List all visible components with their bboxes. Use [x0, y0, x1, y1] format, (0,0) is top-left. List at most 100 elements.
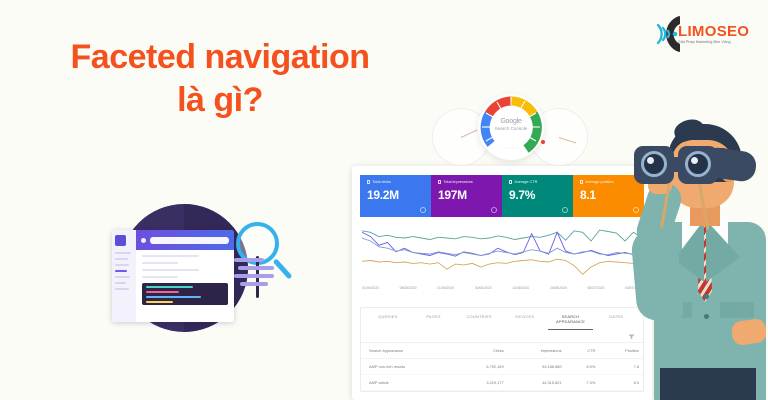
mockup-search-field	[150, 236, 229, 244]
table-body: AMP non-rich results 6,792,169 93,188,889 8…	[361, 358, 643, 391]
checkbox-icon[interactable]	[438, 180, 442, 184]
table-head: Search Appearance Clicks Impressions CTR Pos…	[361, 343, 643, 359]
result-bar	[234, 274, 274, 278]
table-cell-appearance: AMP article	[361, 374, 458, 391]
lens-glint	[647, 157, 654, 164]
kpi-label-text: Average CTR	[514, 180, 538, 184]
mockup-content-line	[142, 269, 199, 271]
kpi-card-average-position[interactable]: Average position 8.1	[573, 175, 644, 217]
person-pocket-right	[720, 302, 754, 318]
chart-x-tick: 14/08/2020	[512, 286, 530, 290]
binocular-eyepiece-body	[708, 146, 758, 184]
gauge-indicator-dot	[541, 140, 545, 144]
tab-pages[interactable]: PAGES	[426, 314, 441, 319]
mockup-sidebar-item	[115, 252, 131, 254]
kpi-toggle-icon[interactable]	[491, 207, 497, 213]
mockup-content-line	[142, 262, 179, 264]
table-header-position[interactable]: Position	[599, 343, 643, 359]
mockup-app-logo	[115, 235, 126, 246]
checkbox-icon[interactable]	[509, 180, 513, 184]
gauge-main-dial: Google Search Console	[478, 94, 545, 160]
checkbox-icon[interactable]	[580, 180, 584, 184]
kpi-label: Average CTR	[509, 180, 566, 184]
tab-dates[interactable]: DATES	[609, 314, 624, 319]
mockup-sidebar-item	[115, 288, 129, 290]
binocular-lens-left	[641, 151, 667, 177]
tab-devices[interactable]: DEVICES	[515, 314, 535, 319]
kpi-toggle-icon[interactable]	[420, 207, 426, 213]
tab-search-appearance[interactable]: SEARCH APPEARANCE	[547, 314, 594, 330]
table-header-impressions[interactable]: Impressions	[507, 343, 566, 359]
mockup-content-line	[142, 255, 199, 257]
chart-x-axis: 01/04/2020 08/05/2020 21/06/2020 30/06/2020…	[362, 286, 642, 290]
person-trousers	[660, 368, 756, 400]
kpi-label-text: Total clicks	[372, 180, 391, 184]
funnel-icon[interactable]	[628, 334, 635, 340]
brand-logo[interactable]: LIMOSEO Giải Pháp Marketing Bền Vững	[648, 6, 760, 62]
gauge-center-label: Google Search Console	[478, 118, 544, 131]
tab-countries[interactable]: COUNTRIES	[466, 314, 492, 319]
logo-wordmark: LIMOSEO	[678, 22, 750, 40]
result-bar	[238, 266, 274, 270]
table-row[interactable]: AMP article 3,219,177 44,315,821 7.3% 8.3	[361, 374, 643, 391]
table-filter-row	[361, 330, 643, 343]
title-line-1: Faceted navigation	[70, 38, 370, 76]
checkbox-icon[interactable]	[367, 180, 371, 184]
kpi-value: 197M	[438, 188, 467, 202]
page-title: Faceted navigation là gì?	[0, 38, 440, 120]
mockup-sidebar-item	[115, 264, 130, 266]
kpi-card-total-impressions[interactable]: Total impressions 197M	[431, 175, 502, 217]
table-cell-impressions: 44,315,821	[507, 374, 566, 391]
kpi-value: 9.7%	[509, 188, 536, 202]
chart-x-tick: 08/07/2020	[587, 286, 605, 290]
chart-series-average-position	[362, 259, 642, 274]
table-cell-impressions: 93,188,889	[507, 358, 566, 375]
chart-series-total-clicks	[362, 232, 642, 256]
table-header-clicks[interactable]: Clicks	[457, 343, 508, 359]
table-header-ctr[interactable]: CTR	[565, 343, 600, 359]
kpi-card-total-clicks[interactable]: Total clicks 19.2M	[360, 175, 431, 217]
person-jacket-button	[704, 294, 709, 299]
binocular-lens-right	[685, 151, 711, 177]
kpi-card-average-ctr[interactable]: Average CTR 9.7%	[502, 175, 573, 217]
kpi-toggle-icon[interactable]	[633, 207, 639, 213]
kpi-value: 19.2M	[367, 188, 399, 202]
kpi-value: 8.1	[580, 188, 596, 202]
table-header-row: Search Appearance Clicks Impressions CTR Pos…	[361, 343, 643, 359]
google-wordmark: Google	[500, 118, 522, 125]
browser-window-mockup	[112, 230, 234, 322]
table-cell-position: 8.3	[599, 374, 643, 391]
mockup-header-dot	[141, 237, 146, 243]
kpi-label: Total impressions	[438, 180, 495, 184]
mockup-body	[136, 230, 234, 322]
kpi-label-text: Total impressions	[443, 180, 473, 184]
mockup-sidebar-item	[115, 258, 128, 260]
mockup-header-bar	[136, 230, 234, 250]
mockup-sidebar-item-active	[115, 270, 127, 272]
result-bar	[234, 258, 264, 262]
chart-x-tick: 30/06/2020	[474, 286, 492, 290]
chart-x-tick: 01/04/2020	[362, 286, 379, 290]
table-row[interactable]: AMP non-rich results 6,792,169 93,188,889 8…	[361, 358, 643, 375]
kpi-label: Average position	[580, 180, 637, 184]
mockup-content-line	[142, 276, 179, 278]
logo-tagline: Giải Pháp Marketing Bền Vững	[678, 39, 731, 44]
chart-series-total-impressions	[362, 230, 642, 241]
chart-series-average-ctr	[362, 238, 642, 256]
binocular-bridge	[670, 157, 686, 172]
chart-x-tick: 03/07/2020	[624, 286, 642, 290]
tab-queries[interactable]: QUERIES	[378, 314, 398, 319]
mockup-content	[136, 250, 234, 322]
mockup-sidebar-item	[115, 282, 126, 284]
kpi-toggle-icon[interactable]	[562, 207, 568, 213]
table-cell-clicks: 3,219,177	[457, 374, 508, 391]
title-line-2: là gì?	[177, 81, 263, 120]
performance-line-chart: 01/04/2020 08/05/2020 21/06/2020 30/06/2020…	[362, 225, 642, 301]
table-cell-clicks: 6,792,169	[457, 358, 508, 375]
search-console-label: Search Console	[494, 126, 528, 131]
mockup-sidebar-item	[115, 276, 131, 278]
dimension-table-card: QUERIES PAGES COUNTRIES DEVICES SEARCH APPEA…	[360, 307, 644, 392]
binoculars-icon	[634, 146, 758, 186]
limoseo-signal-icon	[648, 11, 694, 57]
table-header-search-appearance[interactable]: Search Appearance	[361, 343, 458, 359]
